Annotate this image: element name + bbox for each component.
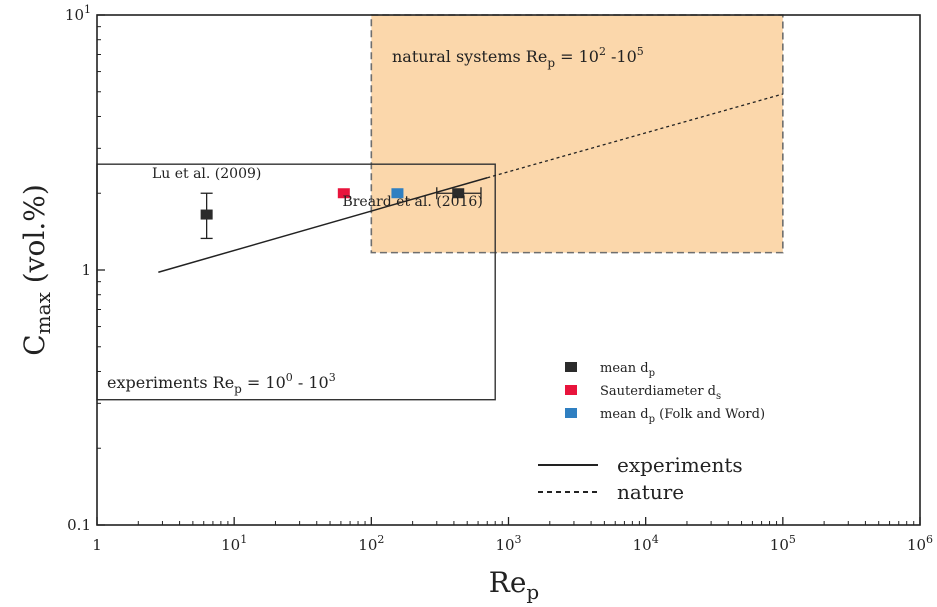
x-axis-title: Rep	[489, 566, 539, 604]
x-tick-label: 102	[358, 533, 384, 554]
folk-word-point	[391, 188, 404, 199]
legend: mean dp Sauterdiameter ds mean dp (Folk an…	[538, 361, 765, 504]
legend-line-label: experiments	[617, 453, 743, 477]
y-tick-label: 101	[65, 3, 91, 24]
x-tick-label: 101	[221, 533, 247, 554]
x-tick-label: 105	[770, 533, 796, 554]
x-tick-label: 106	[907, 533, 933, 554]
y-tick-label: 1	[81, 261, 91, 279]
legend-marker	[565, 385, 577, 395]
legend-marker-label: mean dp	[600, 361, 655, 379]
y-tick-label: 0.1	[67, 516, 91, 534]
experiments-label: experiments Rep = 100 - 103	[107, 371, 336, 396]
x-tick-label: 104	[633, 533, 659, 554]
breard-point	[452, 188, 465, 199]
legend-marker	[565, 408, 577, 418]
legend-marker-label: Sauterdiameter ds	[600, 384, 721, 402]
x-tick-label: 1	[92, 536, 102, 554]
lu-point	[200, 209, 213, 220]
legend-marker-label: mean dp (Folk and Word)	[600, 407, 765, 425]
legend-marker	[565, 362, 577, 372]
y-axis-title: Cmax (vol.%)	[18, 184, 55, 356]
legend-line-label: nature	[617, 480, 684, 504]
lu-label: Lu et al. (2009)	[152, 166, 261, 182]
natural-systems-label: natural systems Rep = 102 -105	[392, 45, 644, 70]
breard-label: Breard et al. (2016)	[342, 194, 482, 210]
natural-systems-region	[370, 14, 784, 254]
x-tick-label: 103	[495, 533, 521, 554]
sauter-point	[337, 188, 350, 199]
experiments-trend-line	[158, 177, 488, 273]
